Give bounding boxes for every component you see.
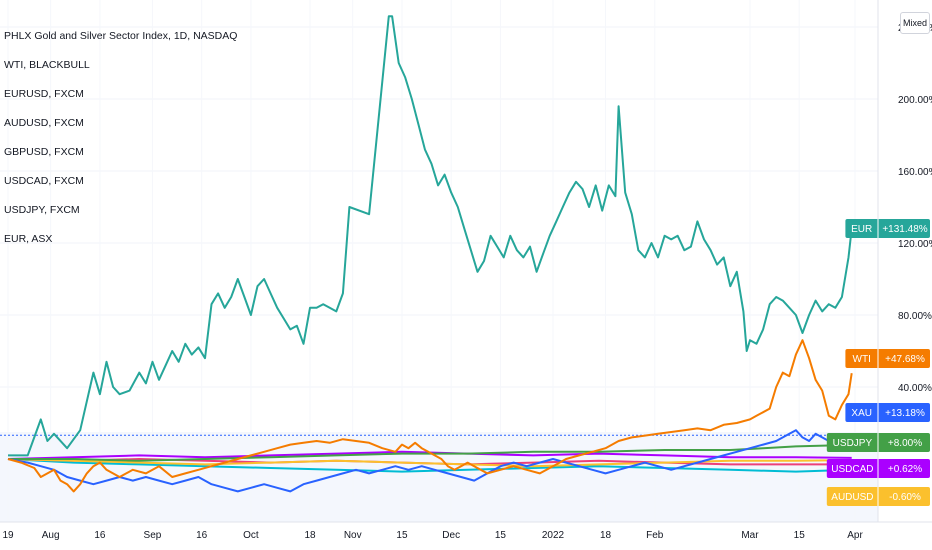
y-tick-label: 40.00% [898,383,932,394]
value-tag-eur: EUR +131.48% [845,219,930,238]
series-last-value-tags: EUR +131.48% WTI +47.68% XAU +13.18% USDJPY +8.… [826,219,930,506]
x-tick-label: Dec [442,530,460,541]
series-line-wti [7,339,853,493]
x-tick-label: 15 [396,530,408,541]
x-tick-label: Mar [741,530,759,541]
lower-area [0,432,878,522]
x-tick-label: Feb [646,530,664,541]
x-tick-label: 2022 [542,530,565,541]
value-tag-name: USDCAD [831,464,873,475]
legend-item-wti[interactable]: WTI, BLACKBULL [4,59,90,71]
legend-item-usdjpy[interactable]: USDJPY, FXCM [4,204,80,216]
series-line-eur [8,15,853,457]
x-tick-label: 18 [304,530,316,541]
y-tick-label: 80.00% [898,311,932,322]
series-lines [7,15,853,493]
legend-item-usdcad[interactable]: USDCAD, FXCM [4,175,84,187]
value-tag-name: XAU [851,408,872,419]
legend-item-gbpusd[interactable]: GBPUSD, FXCM [4,146,84,158]
value-tag-value: +0.62% [888,464,922,475]
x-tick-label: Apr [847,530,863,541]
value-tag-value: +13.18% [885,408,925,419]
x-tick-label: 16 [94,530,106,541]
x-axis-ticks[interactable]: 19 Aug 16 Sep 16 Oct 18 Nov 15 Dec 15 2022 18 Feb Mar 1… [2,530,863,541]
x-tick-label: Nov [344,530,362,541]
legend-item-eur-asx[interactable]: EUR, ASX [4,233,53,245]
value-tag-name: WTI [853,354,871,365]
series-line-usdjpy [8,443,852,462]
legend-item-main[interactable]: PHLX Gold and Silver Sector Index, 1D, N… [4,30,238,42]
value-tag-name: EUR [851,224,872,235]
value-tag-name: AUDUSD [831,492,873,503]
value-tag-name: USDJPY [833,438,873,449]
series-line-audusd [7,458,852,468]
value-tag-usdjpy: USDJPY +8.00% [826,433,930,452]
legend-item-eurusd[interactable]: EURUSD, FXCM [4,88,84,100]
y-tick-label: 200.00% [898,95,932,106]
y-tick-label: 160.00% [898,167,932,178]
x-tick-label: 18 [600,530,612,541]
scale-mode-button[interactable]: Mixed [900,12,930,34]
value-tag-audusd: AUDUSD -0.60% [826,487,930,506]
series-line-xau [7,429,853,493]
x-tick-label: Sep [144,530,162,541]
y-tick-label: 120.00% [898,239,932,250]
x-tick-label: 15 [495,530,507,541]
x-tick-label: Aug [42,530,60,541]
value-tag-value: +131.48% [882,224,927,235]
value-tag-value: -0.60% [889,492,921,503]
x-tick-label: Oct [243,530,259,541]
value-tag-xau: XAU +13.18% [845,403,930,422]
legend-item-audusd[interactable]: AUDUSD, FXCM [4,117,84,129]
value-tag-usdcad: USDCAD +0.62% [826,459,930,478]
value-tag-wti: WTI +47.68% [845,349,930,368]
y-axis-ticks[interactable]: 240.00%200.00%160.00%120.00%80.00%40.00% [898,23,932,394]
legend: PHLX Gold and Silver Sector Index, 1D, N… [4,22,237,254]
x-tick-label: 15 [794,530,806,541]
x-tick-label: 19 [2,530,14,541]
value-tag-value: +8.00% [888,438,922,449]
x-tick-label: 16 [196,530,208,541]
value-tag-value: +47.68% [885,354,925,365]
